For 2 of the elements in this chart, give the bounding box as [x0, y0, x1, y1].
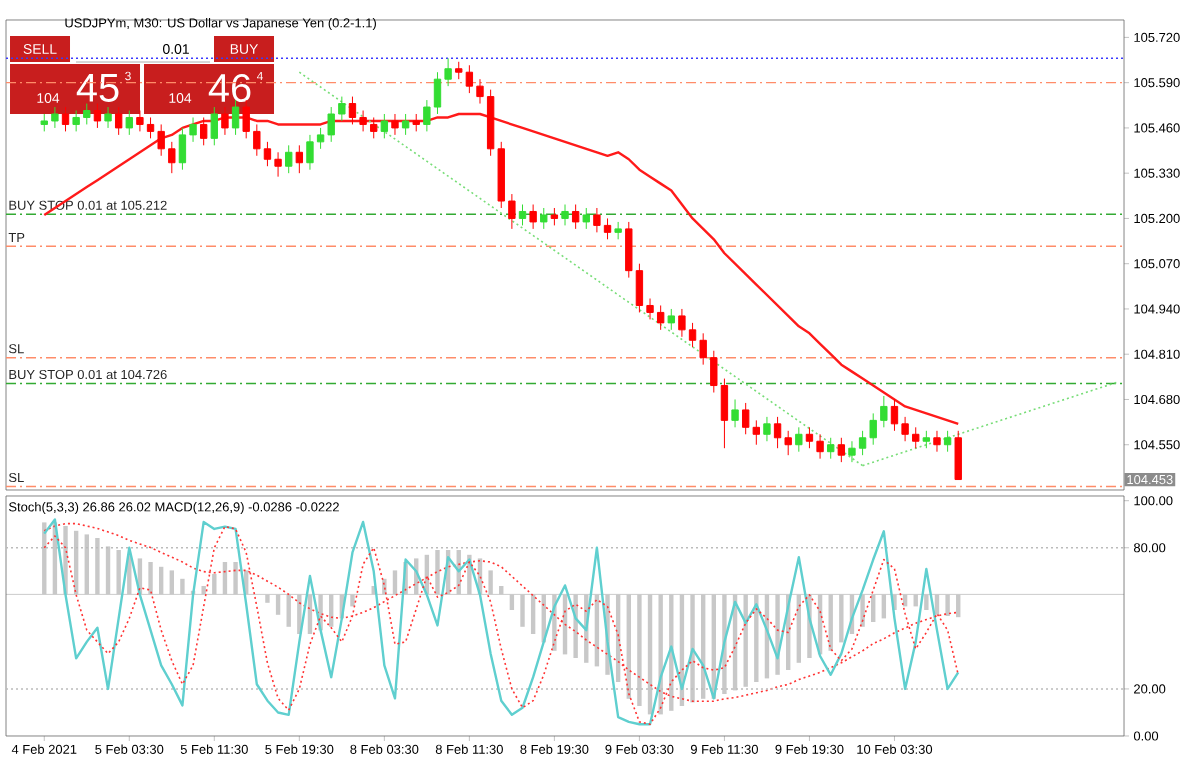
annotation: 45 [76, 74, 119, 102]
annotation: 46 [208, 73, 251, 103]
